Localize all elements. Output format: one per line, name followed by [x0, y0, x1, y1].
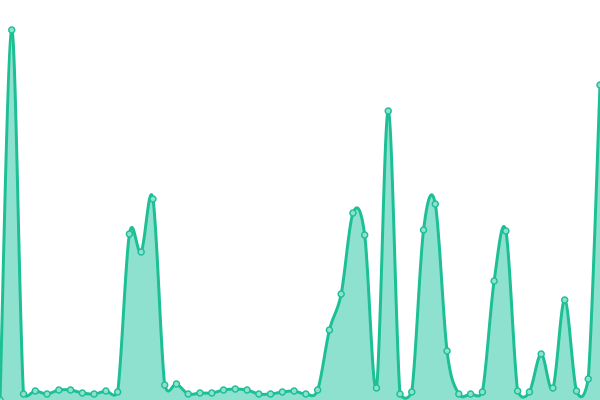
data-point-41	[478, 388, 487, 396]
data-point-20	[231, 385, 240, 393]
data-point-26	[302, 390, 310, 398]
data-point-3	[31, 387, 40, 395]
area-fill	[0, 29, 600, 400]
data-point-22	[255, 390, 263, 398]
data-point-16	[184, 390, 192, 398]
data-point-6	[66, 386, 75, 394]
data-point-40	[466, 390, 475, 398]
data-point-31	[360, 231, 369, 239]
data-point-33	[384, 107, 392, 115]
data-point-27	[313, 386, 322, 394]
data-point-7	[78, 389, 87, 397]
data-point-8	[90, 390, 98, 398]
data-point-28	[325, 326, 334, 334]
data-point-18	[208, 389, 216, 397]
data-point-11	[125, 230, 134, 238]
data-point-24	[278, 388, 287, 396]
data-point-51	[596, 81, 600, 89]
data-point-0	[0, 396, 4, 400]
data-point-32	[372, 384, 381, 392]
data-points	[0, 26, 600, 400]
data-point-50	[584, 375, 592, 383]
data-point-25	[290, 387, 298, 395]
data-point-15	[172, 380, 181, 388]
data-point-46	[537, 350, 545, 358]
data-point-5	[55, 386, 63, 394]
data-point-43	[502, 227, 510, 235]
data-point-37	[431, 200, 440, 208]
data-point-42	[490, 277, 498, 285]
data-point-30	[349, 209, 357, 217]
data-point-29	[337, 290, 345, 298]
data-point-17	[196, 389, 204, 397]
data-point-19	[219, 386, 228, 394]
data-point-2	[19, 390, 28, 398]
data-point-12	[137, 248, 145, 256]
data-point-1	[8, 26, 16, 34]
data-point-10	[113, 388, 122, 396]
data-point-34	[396, 390, 404, 398]
data-point-9	[102, 387, 110, 395]
data-point-45	[525, 388, 534, 396]
data-point-39	[455, 390, 463, 398]
data-point-44	[513, 387, 522, 395]
data-point-14	[160, 381, 169, 389]
data-point-13	[149, 195, 157, 203]
data-point-36	[419, 226, 428, 234]
data-point-35	[408, 388, 416, 396]
data-point-47	[549, 384, 557, 392]
data-point-21	[243, 386, 251, 394]
data-point-23	[266, 390, 275, 398]
data-point-49	[572, 387, 581, 395]
data-point-4	[43, 390, 51, 398]
data-point-38	[443, 347, 451, 355]
data-point-48	[560, 296, 569, 304]
